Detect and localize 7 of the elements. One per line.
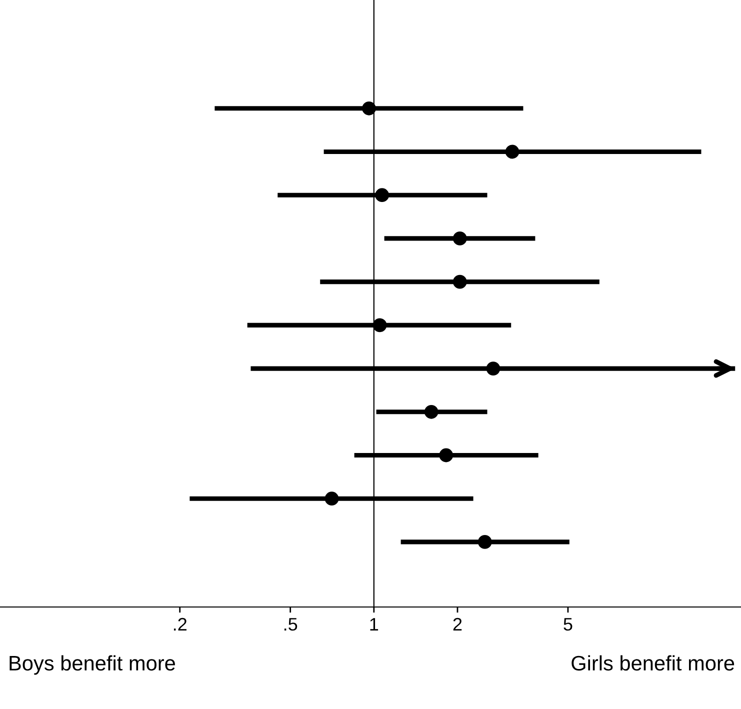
x-tick-label: .2 <box>174 618 186 630</box>
x-tick-label: 2 <box>453 618 462 630</box>
text: Boys benefit more <box>10 655 175 675</box>
x-tick-label: .5 <box>284 618 298 631</box>
x-tick-label: 5 <box>564 618 572 631</box>
text: Girls benefit more <box>572 655 734 671</box>
x-tick-label: 1 <box>370 618 378 630</box>
